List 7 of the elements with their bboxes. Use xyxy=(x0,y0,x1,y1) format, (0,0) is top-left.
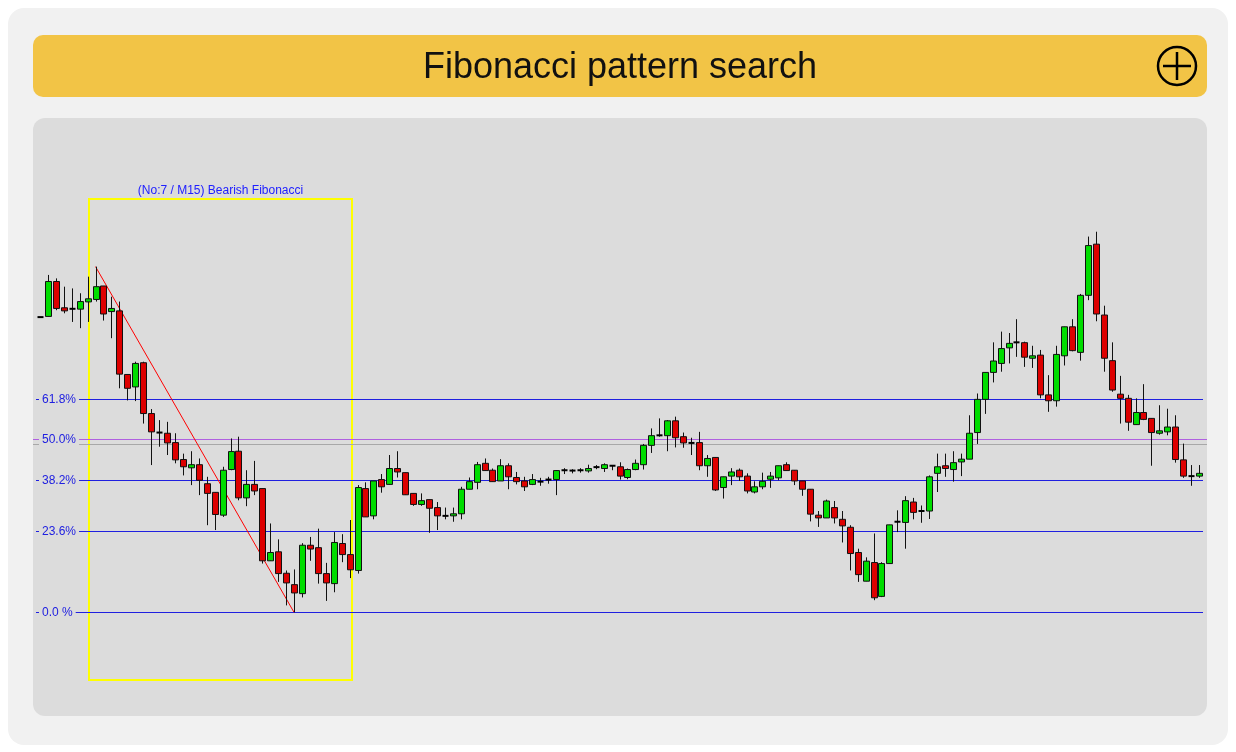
annotation: (No:7 / M15) Bearish Fibonacci xyxy=(136,183,305,197)
y-tick-label: 0.0 % xyxy=(42,604,74,619)
y-tick-label: 23.6% xyxy=(42,523,77,538)
y-tick-label: 61.8% xyxy=(42,391,77,406)
y-tick-label: 38.2% xyxy=(42,472,77,487)
chart-title: Fibonacci pattern search xyxy=(33,35,1207,97)
y-tick-label: 50.0% xyxy=(42,431,77,446)
